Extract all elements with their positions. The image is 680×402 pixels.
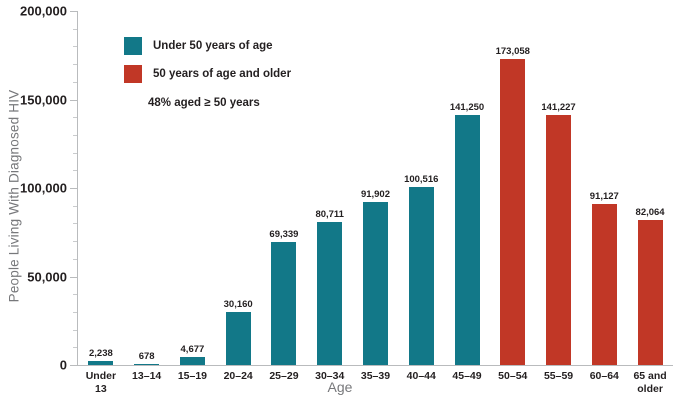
bar [317, 222, 343, 365]
y-axis-minor-tick [73, 117, 77, 119]
annotation-48-percent: 48% aged ≥ 50 years [148, 97, 260, 109]
x-axis-category-label: 55–59 [543, 370, 574, 382]
legend-label-under-50: Under 50 years of age [153, 40, 273, 52]
y-axis-minor-tick [73, 329, 77, 331]
bar-value-label: 2,238 [88, 348, 113, 359]
y-axis-major-tick [70, 188, 77, 189]
bar [362, 202, 388, 365]
bar [271, 242, 297, 365]
y-axis-major-tick [70, 365, 77, 366]
y-axis-tick-label: 100,000 [20, 180, 67, 196]
legend: Under 50 years of age 50 years of age an… [124, 37, 291, 109]
bar-value-label: 4,677 [180, 343, 205, 355]
y-axis-minor-tick [73, 223, 77, 225]
bar-value-label: 91,127 [589, 190, 619, 202]
bar-column: 173,058 50–54 [490, 11, 536, 382]
bar-value-label: 100,516 [404, 174, 439, 186]
y-axis-minor-tick [73, 134, 77, 136]
y-axis-tick-label: 200,000 [20, 3, 67, 19]
x-axis-category-label: 35–39 [360, 370, 391, 382]
y-axis-title: People Living With Diagnosed HIV [6, 89, 22, 303]
bar-column: 678 13–14 [124, 11, 170, 382]
bar [134, 363, 160, 365]
y-axis-minor-tick [73, 64, 77, 66]
y-axis-tick-label: 0 [59, 357, 67, 373]
bar-value-label: 82,064 [635, 206, 665, 218]
x-axis-category-label: 40–44 [406, 370, 436, 382]
y-axis-major-tick [70, 99, 77, 101]
x-axis-category-label: 30–34 [315, 370, 345, 382]
bar [454, 115, 480, 365]
bar [408, 187, 434, 365]
bar-value-label: 678 [138, 350, 155, 362]
x-axis-category-label: 20–24 [223, 370, 253, 382]
y-axis-tick-label: 150,000 [20, 92, 67, 107]
bar-column: 30,160 20–24 [215, 11, 261, 382]
bar-value-label: 141,227 [541, 102, 576, 113]
y-axis-minor-tick [73, 294, 77, 296]
x-axis-category-label: 60–64 [589, 370, 619, 382]
y-axis-minor-tick [73, 311, 77, 313]
legend-swatch-50-and-older [124, 65, 142, 83]
y-axis-minor-tick [73, 347, 77, 349]
bar-column: 100,516 40–44 [398, 11, 444, 382]
y-axis-major-tick [70, 11, 77, 12]
bar [591, 203, 617, 365]
legend-label-50-and-older: 50 years of age and older [153, 68, 292, 80]
x-axis-title: Age [327, 379, 353, 395]
y-axis-tick-label: 50,000 [27, 269, 67, 284]
y-axis-minor-tick [73, 205, 77, 207]
x-axis-category-label: 25–29 [269, 370, 299, 382]
bar-column: 82,064 65 and older [627, 11, 673, 395]
bar [637, 219, 663, 365]
y-axis-minor-tick [73, 81, 77, 83]
x-axis-category-label: 13–14 [132, 370, 162, 382]
x-axis-category-label: Under 13 [85, 370, 117, 396]
bar-column: 2,238 Under 13 [78, 11, 124, 395]
legend-item-50-and-older: 50 years of age and older [124, 65, 291, 83]
x-axis-category-label: 50–54 [498, 370, 528, 382]
bar-value-label: 91,902 [360, 189, 390, 201]
bar [500, 58, 526, 365]
bar-value-label: 173,058 [495, 45, 530, 57]
x-axis-category-label: 15–19 [177, 370, 208, 382]
plot-area: 0 50,000 100,000 150,000 200,000 2,238 Under … [20, 4, 673, 395]
y-axis-minor-tick [73, 170, 77, 172]
y-axis-minor-tick [73, 28, 77, 30]
bar-column: 91,902 35–39 [353, 11, 399, 382]
bar [225, 311, 251, 365]
bar-column: 4,677 15–19 [170, 11, 216, 382]
y-axis-minor-tick [73, 46, 77, 48]
bar [179, 356, 205, 365]
bar-column: 141,250 45–49 [444, 11, 490, 382]
bar-value-label: 80,711 [315, 209, 344, 221]
y-axis-minor-tick [73, 152, 77, 154]
y-axis-minor-tick [73, 258, 77, 260]
bar [88, 361, 114, 365]
bar-column: 80,711 30–34 [307, 11, 353, 382]
y-axis-minor-tick [73, 241, 77, 243]
legend-swatch-under-50 [124, 37, 142, 55]
y-axis-major-tick [70, 276, 77, 278]
x-axis-category-label: 45–49 [452, 370, 482, 382]
bar-column: 141,227 55–59 [536, 11, 582, 382]
bar-column: 91,127 60–64 [581, 11, 627, 382]
bar-column: 69,339 25–29 [261, 11, 307, 382]
bar-value-label: 30,160 [223, 298, 253, 310]
bar-value-label: 69,339 [269, 229, 299, 241]
bar-value-label: 141,250 [449, 102, 485, 113]
bars-container: 2,238 Under 13 678 13–14 4,677 15–19 30,160 20–… [78, 11, 673, 395]
bar [546, 115, 572, 365]
x-axis-category-label: 65 and older [633, 370, 667, 396]
legend-item-under-50: Under 50 years of age [124, 37, 291, 55]
